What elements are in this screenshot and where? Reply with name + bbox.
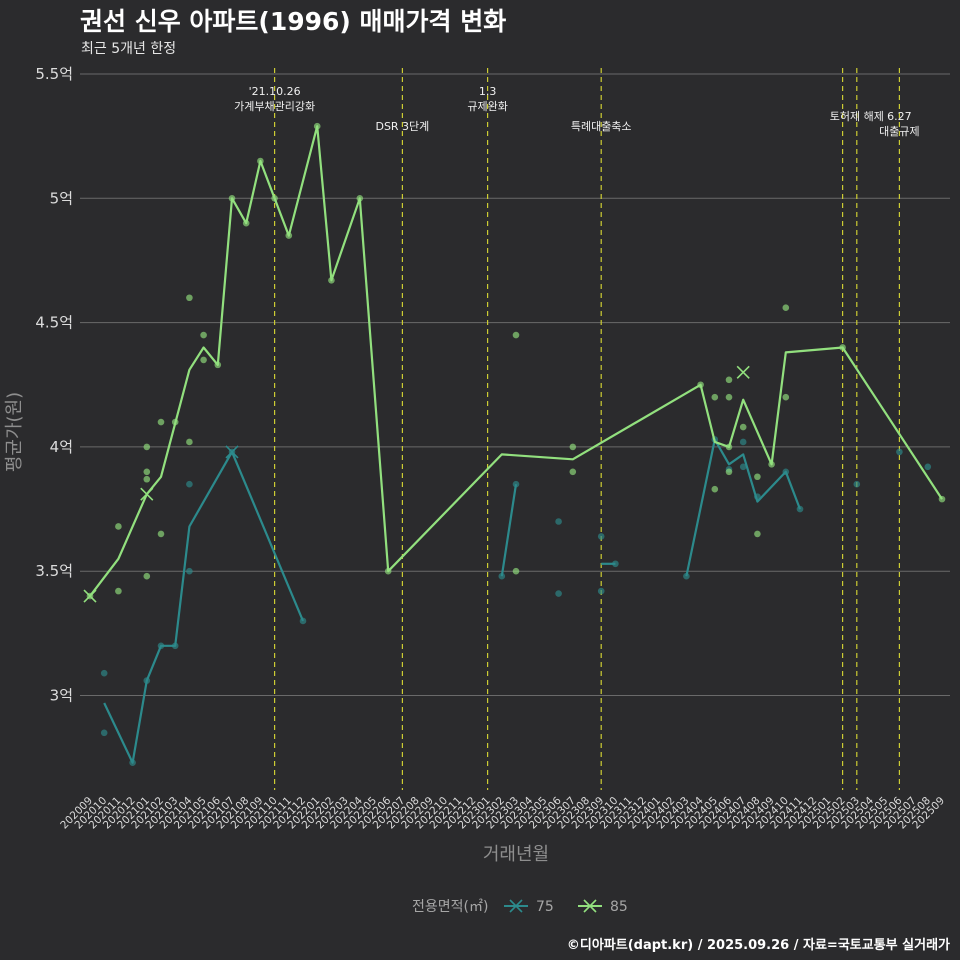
data-point-75: [100, 729, 108, 737]
y-tick-label: 4.5억: [35, 314, 73, 332]
cross-marker-85: [736, 365, 750, 379]
y-tick-label: 5억: [50, 189, 73, 207]
data-point-85: [782, 304, 790, 311]
data-point-85: [754, 530, 761, 538]
data-point-85: [143, 443, 151, 451]
legend-swatch-cross-75: [509, 899, 523, 913]
data-point-75: [597, 587, 605, 595]
event-annotation: 대출규제: [879, 125, 919, 138]
data-point-85: [725, 393, 733, 401]
data-point-85: [512, 567, 520, 575]
legend-label-85: 85: [610, 899, 628, 915]
data-point-75: [739, 463, 747, 471]
data-point-75: [597, 533, 605, 540]
data-point-75: [924, 463, 932, 471]
data-point-85: [115, 587, 122, 595]
series-line-75: [500, 484, 518, 577]
grid-layer: [80, 73, 950, 697]
legend-swatch-cross-85: [583, 899, 597, 913]
series-line-85: [89, 125, 943, 597]
y-tick-label: 4억: [50, 438, 73, 456]
data-point-85: [512, 331, 520, 339]
data-point-85: [754, 473, 761, 481]
data-point-85: [711, 393, 719, 401]
event-annotation: 특례대출축소: [571, 120, 632, 133]
axis-layer: 3억3.5억4억4.5억5억5.5억2020092020102020112020…: [4, 65, 947, 865]
data-point-85: [186, 294, 193, 302]
data-point-85: [739, 423, 747, 431]
data-point-85: [711, 485, 719, 493]
data-point-85: [200, 331, 207, 339]
data-point-85: [157, 418, 165, 426]
data-point-75: [555, 590, 562, 597]
data-point-85: [157, 530, 165, 538]
y-axis-title: 평균가(원): [4, 392, 25, 472]
series-line-75: [685, 438, 802, 577]
y-tick-label: 5.5억: [35, 65, 73, 83]
event-annotation: DSR 3단계: [375, 120, 429, 133]
source-credit: ©디아파트(dapt.kr) / 2025.09.26 / 자료=국토교통부 실…: [566, 938, 950, 953]
series-line-75: [103, 450, 305, 764]
data-point-85: [115, 523, 122, 530]
event-annotation: 가계부채관리강화: [234, 100, 315, 113]
cross-marker-85: [83, 589, 97, 603]
event-annotation: 1.3: [479, 85, 497, 98]
point-layer: [86, 122, 946, 766]
data-point-85: [569, 468, 577, 476]
marker-layer: [83, 365, 750, 603]
cross-marker-75: [225, 445, 239, 459]
data-point-85: [782, 393, 790, 401]
data-point-85: [725, 468, 733, 476]
chart-title: 권선 신우 아파트(1996) 매매가격 변화: [80, 7, 507, 36]
data-point-75: [100, 669, 108, 677]
data-point-85: [143, 475, 151, 483]
cross-marker-85: [140, 487, 154, 501]
data-point-75: [739, 438, 747, 446]
x-axis-title: 거래년월: [483, 844, 549, 865]
event-annotation: 6.27: [887, 110, 912, 123]
chart-subtitle: 최근 5개년 한정: [81, 41, 177, 57]
data-point-85: [143, 572, 151, 580]
data-point-85: [186, 438, 193, 446]
data-point-85: [143, 468, 151, 476]
event-annotation: '21.10.26: [249, 85, 301, 98]
legend-label-75: 75: [536, 899, 554, 915]
data-point-75: [853, 480, 861, 488]
event-annotation: 토허제 해제: [830, 109, 884, 123]
data-point-85: [725, 376, 733, 384]
line-layer: [89, 125, 943, 764]
legend-title: 전용면적(㎡): [412, 899, 488, 915]
y-tick-label: 3.5억: [35, 562, 73, 580]
data-point-75: [555, 518, 562, 525]
y-tick-label: 3억: [50, 687, 73, 705]
data-point-85: [569, 443, 577, 451]
data-point-85: [200, 356, 207, 364]
data-point-75: [186, 480, 193, 488]
legend: 전용면적(㎡) 75 85: [412, 899, 628, 915]
data-point-75: [896, 448, 903, 456]
data-point-75: [186, 567, 193, 575]
event-annotation: 규제완화: [467, 100, 507, 113]
